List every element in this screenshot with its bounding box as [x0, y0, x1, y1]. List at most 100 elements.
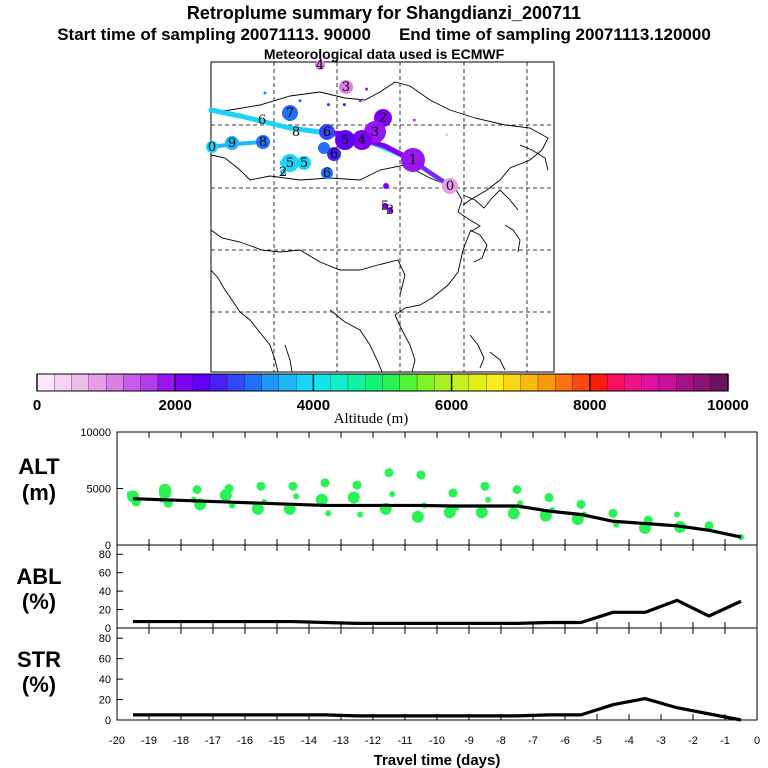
alt-scatter-point — [219, 489, 232, 502]
y-tick-label: 60 — [99, 568, 111, 580]
colorbar-swatch — [416, 373, 435, 392]
plume-dot — [335, 130, 355, 150]
plume-dot — [387, 207, 393, 213]
plume-dot-label: 6 — [323, 125, 331, 140]
colorbar-swatch — [451, 373, 470, 392]
alt-scatter-point — [704, 521, 714, 531]
map-frame — [210, 61, 555, 373]
abl-label-2: (%) — [22, 589, 56, 614]
alt-scatter-point — [192, 485, 202, 495]
series-line-alt — [132, 497, 742, 539]
station-marker — [298, 99, 302, 103]
colorbar-axis-label: Altitude (m) — [334, 411, 409, 427]
y-tick-label: 40 — [99, 586, 111, 598]
plume-dot-label: 5 — [381, 199, 389, 214]
y-tick-label: 10000 — [80, 427, 111, 439]
colorbar-swatch — [555, 373, 574, 392]
x-tick-label: -9 — [464, 735, 474, 747]
plume-dot-label: 4 — [358, 133, 366, 148]
alt-scatter-point — [608, 508, 618, 518]
plume-dot-label: 5 — [286, 156, 294, 171]
panel-frame — [116, 544, 758, 629]
colorbar-tick-label: 8000 — [573, 397, 606, 414]
colorbar-swatch — [589, 373, 608, 392]
colorbar-tick-label: 10000 — [707, 397, 749, 414]
colorbar-tick-label: 6000 — [435, 397, 468, 414]
coastlines-borders — [210, 81, 549, 373]
plume-dot — [383, 183, 389, 189]
alt-scatter-point — [357, 511, 364, 518]
alt-scatter-point — [448, 488, 458, 498]
alt-scatter-point — [256, 481, 266, 491]
colorbar-swatch — [123, 373, 142, 392]
station-marker — [342, 103, 346, 107]
str-label-2: (%) — [22, 672, 56, 697]
y-tick-label: 0 — [105, 715, 111, 727]
plume-dot-label: 0 — [208, 140, 216, 155]
plume-dot-label: 5 — [300, 156, 308, 171]
x-tick-label: -11 — [397, 735, 412, 747]
colorbar-tick-label: 0 — [33, 397, 41, 414]
y-tick-label: 20 — [99, 605, 111, 617]
x-tick-label: -17 — [205, 735, 221, 747]
y-tick-label: 0 — [105, 623, 111, 635]
y-tick-label: 80 — [99, 633, 111, 645]
plume-dot-label: 2 — [279, 165, 287, 180]
colorbar-swatch — [658, 373, 677, 392]
colorbar-swatch — [399, 373, 418, 392]
alt-scatter-point — [576, 499, 586, 509]
alt-scatter-point — [229, 502, 236, 509]
colorbar-swatch — [485, 373, 504, 392]
plume-dot-label: 3 — [342, 80, 350, 95]
colorbar-swatch — [676, 373, 694, 392]
chart-title: Retroplume summary for Shangdianzi_20071… — [186, 3, 582, 23]
colorbar-swatch — [641, 373, 660, 392]
colorbar-swatch — [192, 373, 211, 392]
station-marker — [327, 103, 331, 107]
alt-scatter-point — [126, 491, 133, 498]
panel-frame — [116, 431, 758, 546]
plume-dot — [442, 178, 458, 194]
x-tick-label: -16 — [237, 735, 253, 747]
colorbar-swatch — [54, 373, 73, 392]
plume-dot — [339, 80, 353, 94]
alt-scatter-point — [480, 481, 490, 491]
colorbar-swatch — [537, 373, 556, 392]
panel-frame — [116, 627, 758, 721]
alt-scatter-point — [485, 496, 492, 503]
alt-scatter-point — [251, 502, 264, 515]
colorbar-tick-label: 4000 — [297, 397, 330, 414]
plume-dot — [280, 169, 286, 175]
alt-scatter-point — [443, 506, 456, 519]
alt-scatter-point — [352, 480, 362, 490]
alt-scatter-point — [544, 493, 554, 503]
panel-alt: 0 5000 10000 — [80, 427, 758, 552]
alt-scatter-point — [347, 491, 360, 504]
plume-dot — [256, 135, 270, 149]
station-marker — [445, 133, 449, 137]
colorbar-swatch — [175, 373, 194, 392]
station-marker — [412, 118, 416, 122]
colorbar-swatch — [382, 373, 401, 392]
x-tick-label: -12 — [365, 735, 381, 747]
plume-dot-label: 6 — [258, 113, 266, 128]
colorbar-swatch — [503, 373, 522, 392]
end-time-label: End time of sampling 20071113.120000 — [398, 25, 711, 44]
colorbar-swatch — [157, 373, 176, 392]
x-tick-label: -10 — [429, 735, 445, 747]
colorbar-swatch — [105, 373, 124, 392]
colorbar-swatch — [572, 373, 591, 392]
x-tick-label: -15 — [269, 735, 285, 747]
series-line-str — [133, 696, 742, 722]
plume-dot — [318, 142, 330, 154]
colorbar-swatch — [330, 373, 349, 392]
plume-dot — [321, 167, 333, 179]
colorbar-tick-label: 2000 — [159, 397, 192, 414]
colorbar-swatch — [468, 373, 487, 392]
alt-scatter-point — [159, 483, 171, 496]
plume-dot — [401, 148, 425, 172]
x-tick-label: -19 — [141, 735, 157, 747]
plume-dot-label: 8 — [259, 135, 267, 150]
